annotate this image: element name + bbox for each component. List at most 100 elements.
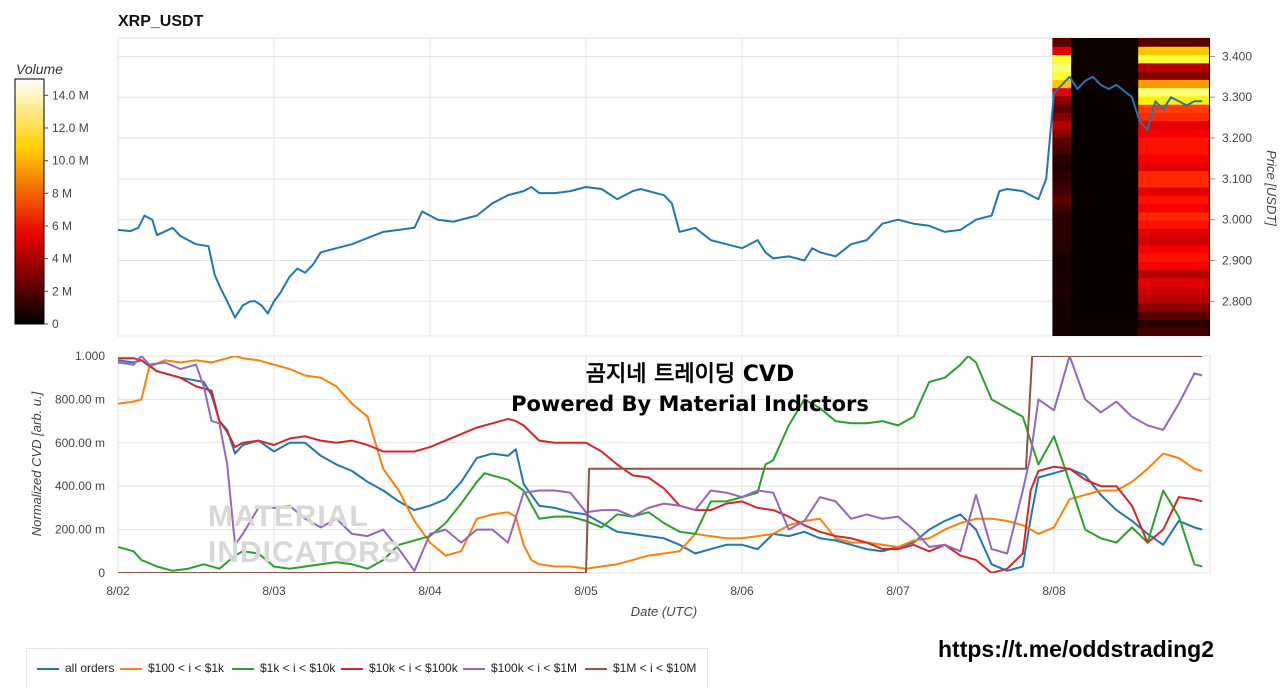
heatmap-cell [1071, 95, 1139, 105]
heatmap-cell [1071, 236, 1139, 246]
heatmap-cell [1052, 137, 1072, 147]
legend-swatch [232, 667, 254, 670]
legend-item-100k-1m[interactable]: $100k < i < $1M [463, 661, 577, 675]
legend-label: $1k < i < $10k [260, 661, 336, 675]
price-tick-label: 3.300 [1222, 90, 1252, 104]
heatmap-cell [1052, 311, 1072, 320]
heatmap-cell [1052, 170, 1072, 180]
heatmap-cell [1052, 203, 1072, 213]
cvd-axis-title: Normalized CVD [arb. u.] [29, 391, 44, 536]
legend-item-100-1k[interactable]: $100 < i < $1k [120, 661, 224, 675]
x-tick-label: 8/03 [262, 584, 286, 598]
heatmap-cell [1071, 62, 1139, 72]
heatmap-cell [1138, 311, 1209, 320]
heatmap-cell [1052, 54, 1072, 64]
heatmap-cell [1071, 261, 1139, 271]
heatmap-cell [1052, 38, 1072, 47]
heatmap-cell [1052, 112, 1072, 122]
overlay-title: 곰지네 트레이딩 CVD [585, 362, 795, 387]
legend-item-1k-10k[interactable]: $1k < i < $10k [232, 661, 335, 675]
heatmap-cell [1052, 153, 1072, 163]
heatmap-cell [1138, 228, 1209, 238]
heatmap-cell [1138, 153, 1209, 163]
heatmap-cell [1138, 203, 1209, 213]
price-tick-label: 3.200 [1222, 131, 1252, 145]
heatmap-cell [1071, 178, 1139, 188]
heatmap-cell [1138, 162, 1209, 171]
cvd-line--1k-i-10k [118, 356, 1203, 572]
legend-swatch [463, 667, 485, 670]
heatmap-cell [1138, 38, 1209, 47]
legend-item-all-orders[interactable]: all orders [37, 661, 114, 675]
heatmap-cell [1071, 137, 1139, 147]
heatmap-cell [1138, 145, 1209, 155]
watermark-line-2: INDICATORS [208, 536, 402, 569]
legend-item-10k-100k[interactable]: $10k < i < $100k [341, 661, 458, 675]
heatmap-cell [1052, 195, 1072, 205]
heatmap-cell [1052, 46, 1072, 56]
heatmap-cell [1071, 145, 1139, 155]
heatmap-cell [1071, 104, 1139, 113]
price-tick-label: 3.000 [1222, 213, 1252, 227]
cvd-line-all-orders [118, 359, 1203, 572]
heatmap-cell [1052, 129, 1072, 138]
heatmap-cell [1138, 120, 1209, 130]
telegram-link[interactable]: https://t.me/oddstrading2 [938, 636, 1214, 662]
x-tick-label: 8/04 [418, 584, 442, 598]
heatmap-cell [1071, 319, 1139, 329]
legend-item-1m-10m[interactable]: $1M < i < $10M [585, 661, 696, 675]
price-grid [117, 37, 1211, 337]
heatmap-cell [1052, 187, 1072, 196]
x-tick-label: 8/05 [574, 584, 598, 598]
heatmap-cell [1071, 46, 1139, 56]
legend-label: $10k < i < $100k [369, 661, 458, 675]
overlay-subtitle: Powered By Material Indictors [511, 392, 869, 416]
heatmap-cell [1071, 112, 1139, 122]
heatmap-cell [1071, 211, 1139, 221]
heatmap-cell [1138, 112, 1209, 122]
price-axis-title: Price [USDT] [1264, 150, 1279, 226]
price-tick-label: 2.900 [1222, 253, 1252, 267]
price-series [118, 75, 1203, 319]
heatmap-cell [1138, 286, 1209, 296]
colorbar-tick-label: 0 [52, 317, 59, 331]
heatmap-cell [1138, 187, 1209, 196]
heatmap-cell [1071, 311, 1139, 320]
heatmap-cell [1052, 71, 1072, 80]
cvd-tick-label: 1.000 [75, 349, 105, 363]
heatmap-cell [1052, 104, 1072, 113]
heatmap-cell [1138, 278, 1209, 287]
heatmap-cell [1138, 302, 1209, 312]
colorbar-title: Volume [16, 61, 63, 77]
heatmap-cell [1071, 228, 1139, 238]
price-tick-label: 2.800 [1222, 294, 1252, 308]
heatmap-cell [1138, 253, 1209, 262]
legend-swatch [341, 667, 363, 670]
colorbar-ticks: 0 2 M 4 M 6 M 8 M 10.0 M 12.0 M 14.0 M [44, 88, 89, 331]
heatmap-cell [1071, 170, 1139, 180]
heatmap-cell [1052, 120, 1072, 130]
heatmap-cell [1138, 79, 1209, 89]
heatmap-cell [1071, 79, 1139, 89]
heatmap-cell [1052, 211, 1072, 221]
heatmap-cell [1071, 162, 1139, 171]
watermark-line-1: MATERIAL [208, 500, 369, 533]
cvd-line--10k-i-100k [118, 357, 1203, 573]
heatmap-cell [1052, 261, 1072, 271]
colorbar-tick-label: 12.0 M [52, 121, 89, 135]
legend-label: all orders [65, 661, 115, 675]
heatmap-cell [1071, 187, 1139, 196]
heatmap-cell [1138, 269, 1209, 279]
x-tick-label: 8/08 [1042, 584, 1066, 598]
cvd-line--1m-i-10m [118, 356, 1203, 573]
heatmap-cell [1138, 104, 1209, 113]
heatmap-cell [1071, 302, 1139, 312]
heatmap-cell [1052, 95, 1072, 105]
heatmap-cell [1052, 228, 1072, 238]
heatmap-cell [1071, 294, 1139, 304]
heatmap-cell [1052, 162, 1072, 171]
heatmap-cell [1052, 269, 1072, 279]
heatmap-cell [1052, 253, 1072, 262]
heatmap-cell [1071, 120, 1139, 130]
heatmap-cell [1071, 54, 1139, 64]
